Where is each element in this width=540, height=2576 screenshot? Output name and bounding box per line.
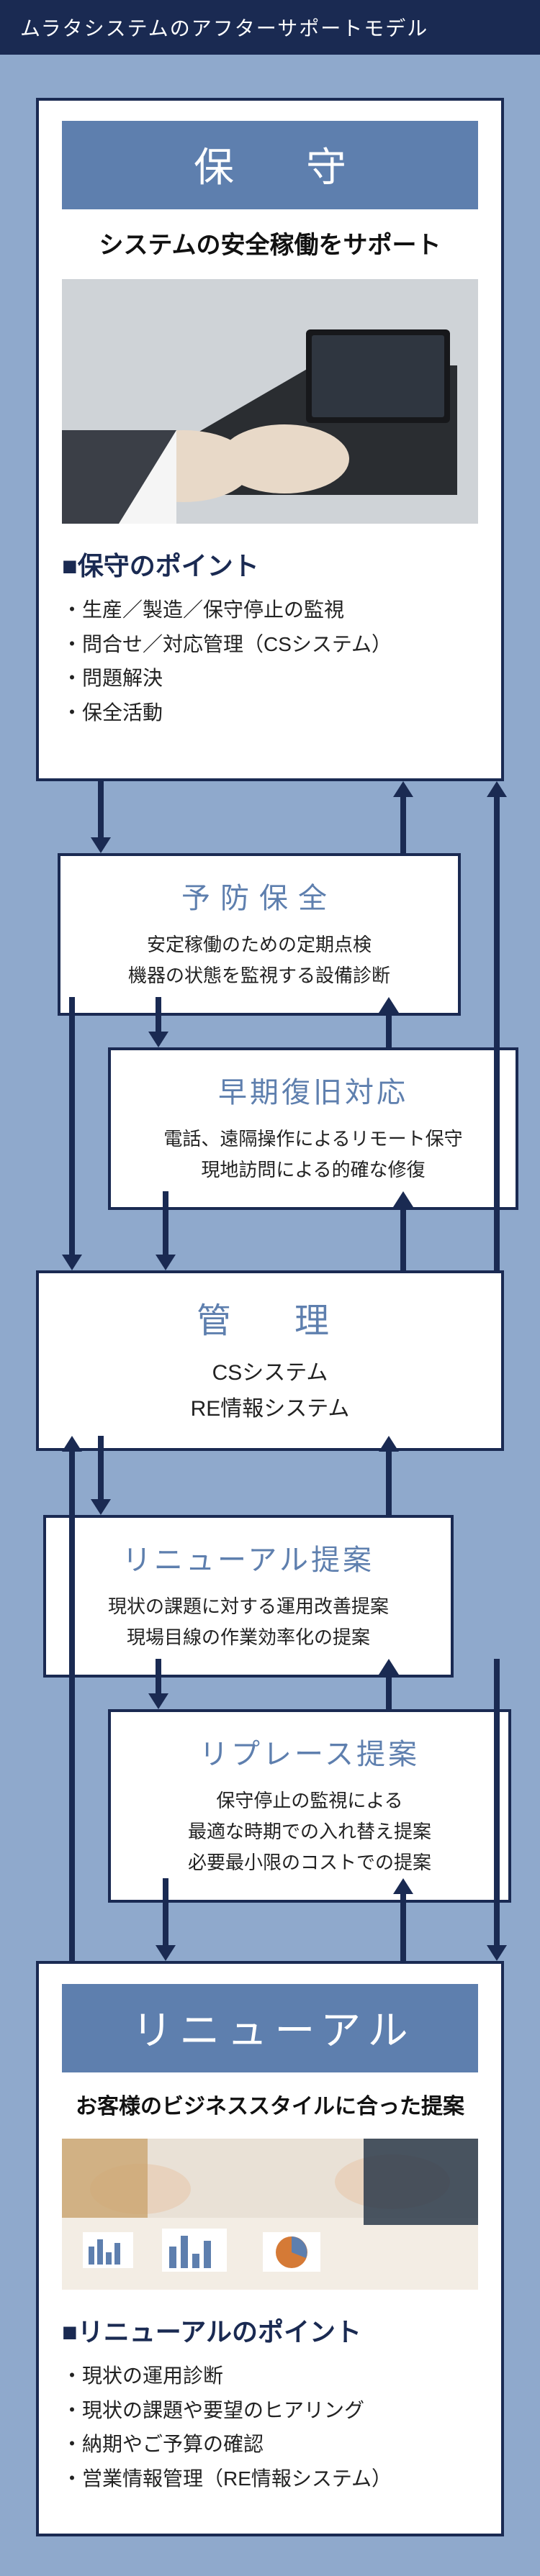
renewal-teian-node: リニューアル提案 現状の課題に対する運用改善提案 現場目線の作業効率化の提案 [43,1515,454,1678]
kanri-body: CSシステム RE情報システム [58,1355,482,1426]
soukifukkyu-node: 早期復旧対応 電話、遠隔操作によるリモート保守 現地訪問による的確な修復 [108,1047,518,1210]
hoshu-point: ・保全活動 [62,696,478,730]
renewal-points: ・現状の運用診断 ・現状の課題や要望のヒアリング ・納期やご予算の確認 ・営業情… [62,2359,478,2495]
renewal-point: ・現状の運用診断 [62,2359,478,2393]
renewal-teian-line: 現状の課題に対する運用改善提案 [65,1591,432,1622]
yobou-line: 機器の状態を監視する設備診断 [79,960,439,991]
renewal-band: リニューアル [62,1984,478,2072]
renewal-point: ・現状の課題や要望のヒアリング [62,2393,478,2428]
hoshu-card: 保 守 システムの安全稼働をサポート ■保守のポイント ・生産／製造／保守停止の… [36,98,504,781]
kanri-line: CSシステム [58,1355,482,1391]
hoshu-points: ・生産／製造／保守停止の監視 ・問合せ／対応管理（CSシステム） ・問題解決 ・… [62,593,478,729]
hoshu-points-head: ■保守のポイント [62,545,478,583]
yobou-node: 予防保全 安定稼働のための定期点検 機器の状態を監視する設備診断 [58,853,461,1016]
soukifukkyu-line: 現地訪問による的確な修復 [130,1155,497,1185]
replace-teian-body: 保守停止の監視による 最適な時期での入れ替え提案 必要最小限のコストでの提案 [130,1785,490,1878]
hoshu-point: ・問題解決 [62,661,478,696]
renewal-teian-title: リニューアル提案 [65,1537,432,1578]
replace-teian-line: 必要最小限のコストでの提案 [130,1847,490,1878]
kanri-node: 管 理 CSシステム RE情報システム [36,1270,504,1451]
hoshu-photo [62,279,478,524]
hoshu-point: ・生産／製造／保守停止の監視 [62,593,478,627]
soukifukkyu-body: 電話、遠隔操作によるリモート保守 現地訪問による的確な修復 [130,1124,497,1185]
renewal-photo [62,2139,478,2290]
replace-teian-title: リプレース提案 [130,1731,490,1772]
yobou-line: 安定稼働のための定期点検 [79,929,439,960]
renewal-card: リニューアル お客様のビジネススタイルに合った提案 [36,1961,504,2536]
renewal-point: ・営業情報管理（RE情報システム） [62,2462,478,2496]
replace-teian-line: 保守停止の監視による [130,1785,490,1816]
renewal-point: ・納期やご予算の確認 [62,2427,478,2462]
page: ムラタシステムのアフターサポートモデル 保 守 システムの安全稼働をサポート ■… [0,0,540,2576]
topbar: ムラタシステムのアフターサポートモデル [0,0,540,55]
yobou-body: 安定稼働のための定期点検 機器の状態を監視する設備診断 [79,929,439,991]
renewal-points-head: ■リニューアルのポイント [62,2311,478,2349]
yobou-title: 予防保全 [79,875,439,916]
topbar-title: ムラタシステムのアフターサポートモデル [20,17,428,40]
soukifukkyu-title: 早期復旧対応 [130,1069,497,1111]
replace-teian-node: リプレース提案 保守停止の監視による 最適な時期での入れ替え提案 必要最小限のコ… [108,1709,511,1903]
renewal-subtitle: お客様のビジネススタイルに合った提案 [62,2088,478,2120]
renewal-teian-body: 現状の課題に対する運用改善提案 現場目線の作業効率化の提案 [65,1591,432,1653]
kanri-line: RE情報システム [58,1391,482,1427]
hoshu-point: ・問合せ／対応管理（CSシステム） [62,627,478,662]
hoshu-band: 保 守 [62,121,478,209]
replace-teian-line: 最適な時期での入れ替え提案 [130,1816,490,1847]
soukifukkyu-line: 電話、遠隔操作によるリモート保守 [130,1124,497,1155]
kanri-title: 管 理 [58,1292,482,1342]
hoshu-subtitle: システムの安全稼働をサポート [62,225,478,260]
flow-canvas: 保 守 システムの安全稼働をサポート ■保守のポイント ・生産／製造／保守停止の… [0,55,540,2576]
renewal-teian-line: 現場目線の作業効率化の提案 [65,1622,432,1653]
